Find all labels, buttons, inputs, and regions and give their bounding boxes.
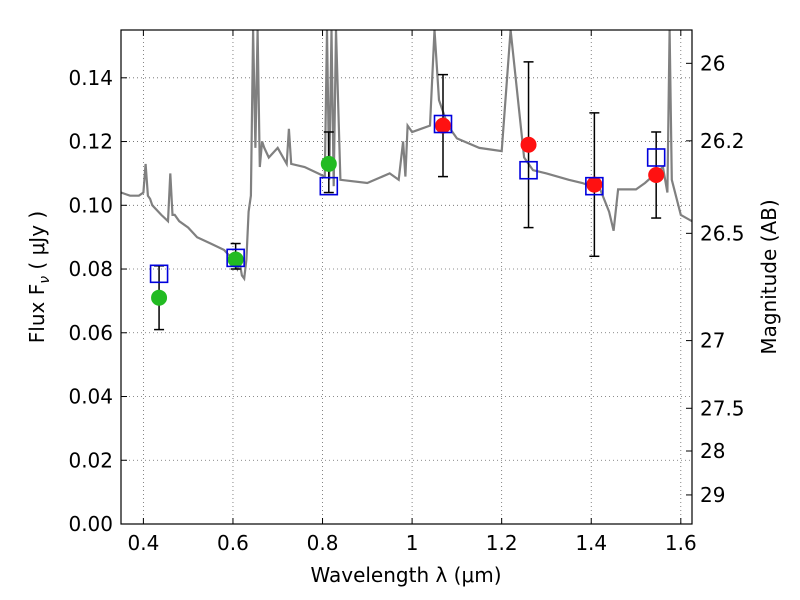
y-tick-label: 0.02 <box>68 448 113 472</box>
plot-frame <box>120 29 693 525</box>
y-axis-label: Flux Fν ( μJy ) <box>25 211 53 343</box>
y-axis-label-main: Flux F <box>25 284 49 343</box>
data-point <box>586 176 603 193</box>
y-axis-label-unit: ( μJy ) <box>25 211 49 276</box>
grid-lines <box>121 30 692 525</box>
data-point <box>151 289 168 306</box>
y-tick-label: 0.14 <box>68 66 113 90</box>
x-tick-label: 0.8 <box>307 531 339 555</box>
y2-tick-label: 27 <box>700 329 725 353</box>
model-point <box>149 264 169 284</box>
y2-tick-label: 27.5 <box>700 396 745 420</box>
tick-labels: 0.4 0.6 0.8 1 1.2 1.4 1.6 0.00 0.02 0.04 0.06 0.08 0… <box>68 51 744 555</box>
y-tick-label: 0.12 <box>68 130 113 154</box>
model-spectrum <box>121 30 692 282</box>
y2-tick-label: 29 <box>700 483 725 507</box>
x-axis-label: Wavelength λ (μm) <box>310 563 501 587</box>
y-axis-label-subscript: ν <box>37 276 53 284</box>
x-tick-label: 1.2 <box>486 531 518 555</box>
x-tick-label: 0.4 <box>127 531 159 555</box>
y-tick-label: 0.00 <box>68 512 113 536</box>
error-bars <box>154 61 662 331</box>
y2-axis-label: Magnitude (AB) <box>757 199 781 354</box>
x-tick-label: 1.6 <box>665 531 697 555</box>
y-tick-label: 0.06 <box>68 321 113 345</box>
x-tick-label: 1.4 <box>575 531 607 555</box>
model-point <box>433 114 453 134</box>
model-point <box>519 160 538 180</box>
data-point <box>320 155 337 172</box>
x-tick-label: 1 <box>406 531 419 555</box>
y2-tick-label: 26.5 <box>700 221 745 245</box>
data-markers <box>149 114 666 306</box>
y2-tick-label: 28 <box>700 439 725 463</box>
data-point <box>520 136 537 153</box>
data-point <box>648 167 665 184</box>
y2-tick-label: 26 <box>700 51 725 75</box>
data-point <box>227 251 244 268</box>
y-tick-label: 0.04 <box>68 385 113 409</box>
y-tick-label: 0.10 <box>68 193 113 217</box>
axis-ticks <box>121 30 692 525</box>
model-point <box>319 176 339 196</box>
spectrum-line <box>121 30 692 282</box>
y-tick-label: 0.08 <box>68 257 113 281</box>
model-point <box>585 176 604 196</box>
x-tick-label: 0.6 <box>217 531 249 555</box>
model-point <box>226 248 245 268</box>
data-point <box>434 117 451 134</box>
model-point <box>646 148 666 167</box>
y2-tick-label: 26.2 <box>700 129 745 153</box>
